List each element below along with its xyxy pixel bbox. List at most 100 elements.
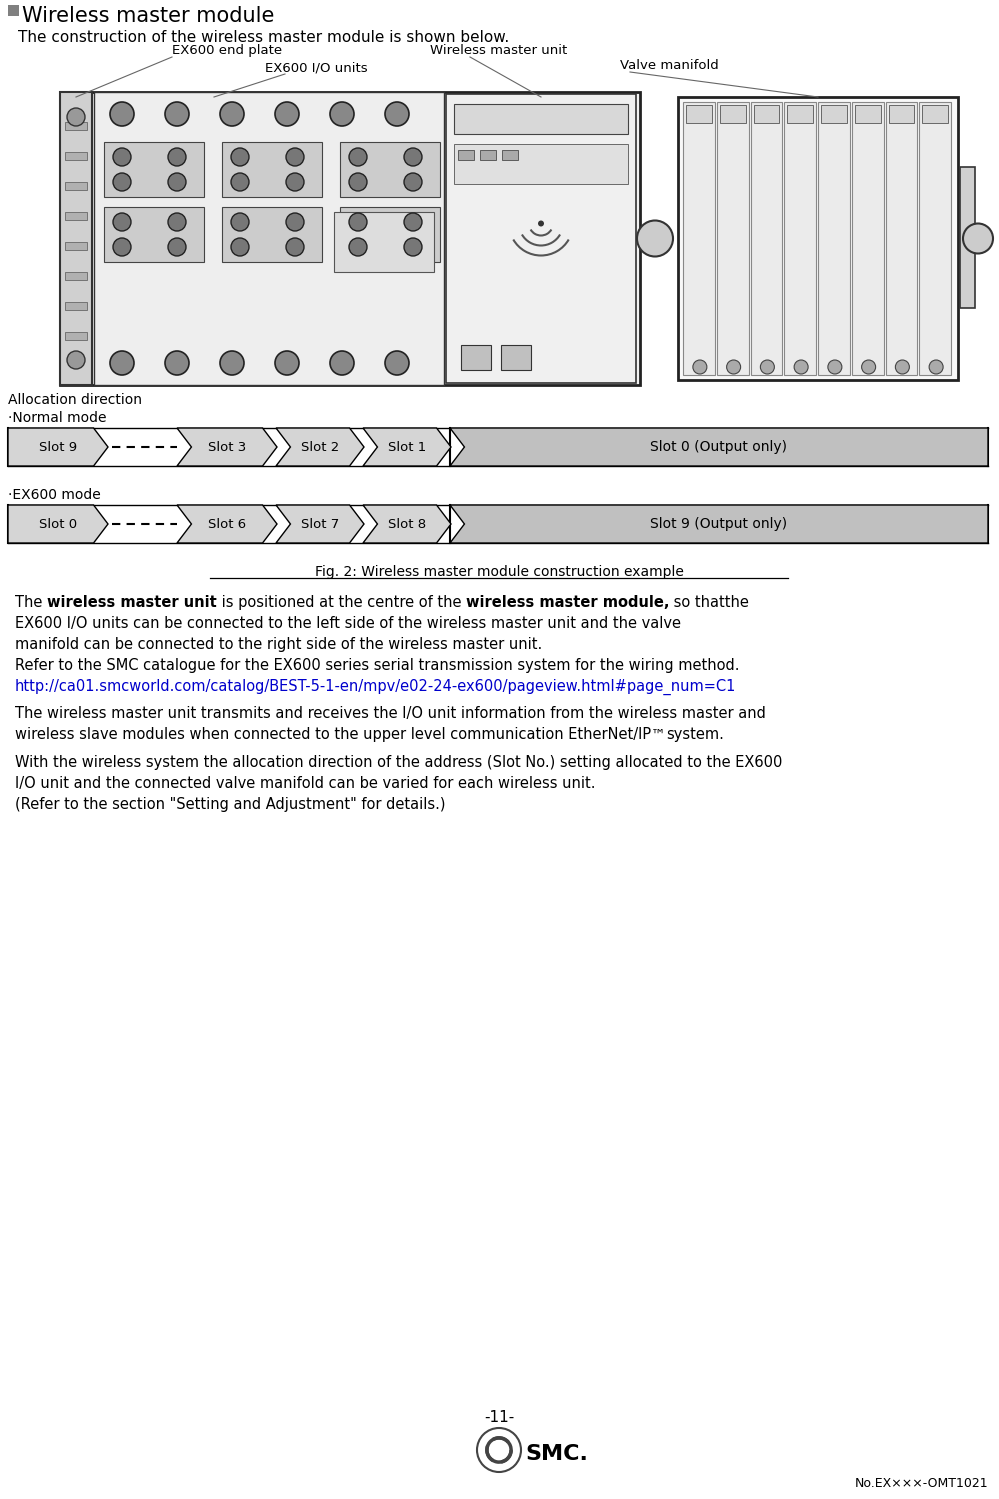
Text: wireless master module,: wireless master module, <box>466 595 669 610</box>
Text: -11-: -11- <box>484 1411 514 1426</box>
Bar <box>60 91 640 385</box>
Circle shape <box>286 213 304 231</box>
Text: Valve manifold: Valve manifold <box>620 58 718 72</box>
Circle shape <box>113 148 131 166</box>
Text: wireless master unit: wireless master unit <box>47 595 217 610</box>
Text: I/O unit and the connected valve manifold can be varied for each wireless unit.: I/O unit and the connected valve manifol… <box>15 775 595 790</box>
Circle shape <box>275 102 299 126</box>
Bar <box>340 142 440 196</box>
Circle shape <box>760 360 774 373</box>
Bar <box>446 94 636 384</box>
Circle shape <box>538 220 544 226</box>
Circle shape <box>929 360 943 373</box>
Text: ™: ™ <box>651 727 665 742</box>
Text: system.: system. <box>665 727 723 742</box>
Circle shape <box>286 148 304 166</box>
Text: EX600 I/O units can be connected to the left side of the wireless master unit an: EX600 I/O units can be connected to the … <box>15 616 681 631</box>
Circle shape <box>404 172 422 190</box>
Bar <box>65 181 87 190</box>
Bar <box>719 105 745 123</box>
Circle shape <box>275 351 299 375</box>
Circle shape <box>110 351 134 375</box>
Polygon shape <box>276 505 364 543</box>
Circle shape <box>113 172 131 190</box>
Circle shape <box>231 213 249 231</box>
Text: ·Normal mode: ·Normal mode <box>8 411 107 426</box>
Circle shape <box>404 213 422 231</box>
Text: Slot 3: Slot 3 <box>208 441 246 454</box>
Bar <box>65 271 87 280</box>
Text: SMC.: SMC. <box>525 1444 587 1465</box>
Bar <box>821 105 847 123</box>
Bar <box>334 211 434 271</box>
Circle shape <box>726 360 740 373</box>
Bar <box>454 144 628 184</box>
Polygon shape <box>450 429 988 466</box>
Circle shape <box>168 213 186 231</box>
Bar <box>852 102 883 375</box>
Bar <box>104 142 204 196</box>
Bar <box>683 102 714 375</box>
Polygon shape <box>8 429 108 466</box>
Text: Refer to the SMC catalogue for the EX600 series serial transmission system for t: Refer to the SMC catalogue for the EX600… <box>15 658 739 673</box>
Circle shape <box>349 148 367 166</box>
Bar <box>855 105 880 123</box>
Circle shape <box>231 238 249 256</box>
Bar <box>8 4 19 16</box>
Text: Slot 6: Slot 6 <box>208 517 246 531</box>
Circle shape <box>231 172 249 190</box>
Text: Slot 1: Slot 1 <box>388 441 427 454</box>
Bar <box>753 105 779 123</box>
Bar <box>65 211 87 220</box>
Circle shape <box>113 238 131 256</box>
Text: Fig. 2: Wireless master module construction example: Fig. 2: Wireless master module construct… <box>315 565 683 579</box>
Bar <box>65 301 87 310</box>
Text: manifold can be connected to the right side of the wireless master unit.: manifold can be connected to the right s… <box>15 637 542 652</box>
Text: EX600 I/O units: EX600 I/O units <box>265 61 368 73</box>
Bar <box>222 207 322 262</box>
Polygon shape <box>8 505 108 543</box>
Bar <box>784 102 816 375</box>
Bar <box>65 121 87 130</box>
Text: wireless slave modules when connected to the upper level communication EtherNet/: wireless slave modules when connected to… <box>15 727 651 742</box>
Circle shape <box>165 351 189 375</box>
Polygon shape <box>276 429 364 466</box>
Circle shape <box>349 213 367 231</box>
Bar <box>94 91 444 385</box>
Circle shape <box>404 148 422 166</box>
Polygon shape <box>177 505 277 543</box>
Circle shape <box>168 172 186 190</box>
Bar <box>104 207 204 262</box>
Bar <box>716 102 748 375</box>
Text: No.EX×××-OMT1021: No.EX×××-OMT1021 <box>854 1477 988 1490</box>
Bar <box>461 345 491 370</box>
Text: The: The <box>15 595 47 610</box>
Text: is positioned at the centre of the: is positioned at the centre of the <box>217 595 466 610</box>
Text: Wireless master unit: Wireless master unit <box>430 43 567 57</box>
Circle shape <box>286 172 304 190</box>
Bar <box>919 102 951 375</box>
Bar <box>750 102 782 375</box>
Text: The wireless master unit transmits and receives the I/O unit information from th: The wireless master unit transmits and r… <box>15 706 766 721</box>
Circle shape <box>385 351 409 375</box>
Circle shape <box>385 102 409 126</box>
Bar <box>65 241 87 250</box>
Polygon shape <box>363 429 451 466</box>
Circle shape <box>231 148 249 166</box>
Bar <box>501 345 531 370</box>
Text: Slot 0: Slot 0 <box>39 517 77 531</box>
Circle shape <box>220 351 244 375</box>
Bar <box>922 105 948 123</box>
Bar <box>340 207 440 262</box>
Text: With the wireless system the allocation direction of the address (Slot No.) sett: With the wireless system the allocation … <box>15 754 782 769</box>
Circle shape <box>895 360 909 373</box>
Circle shape <box>693 360 707 373</box>
Circle shape <box>330 102 354 126</box>
Bar <box>885 102 917 375</box>
Circle shape <box>168 238 186 256</box>
Text: Slot 2: Slot 2 <box>301 441 339 454</box>
Bar <box>65 331 87 340</box>
Polygon shape <box>363 505 451 543</box>
Bar <box>222 142 322 196</box>
Text: Slot 9: Slot 9 <box>39 441 77 454</box>
